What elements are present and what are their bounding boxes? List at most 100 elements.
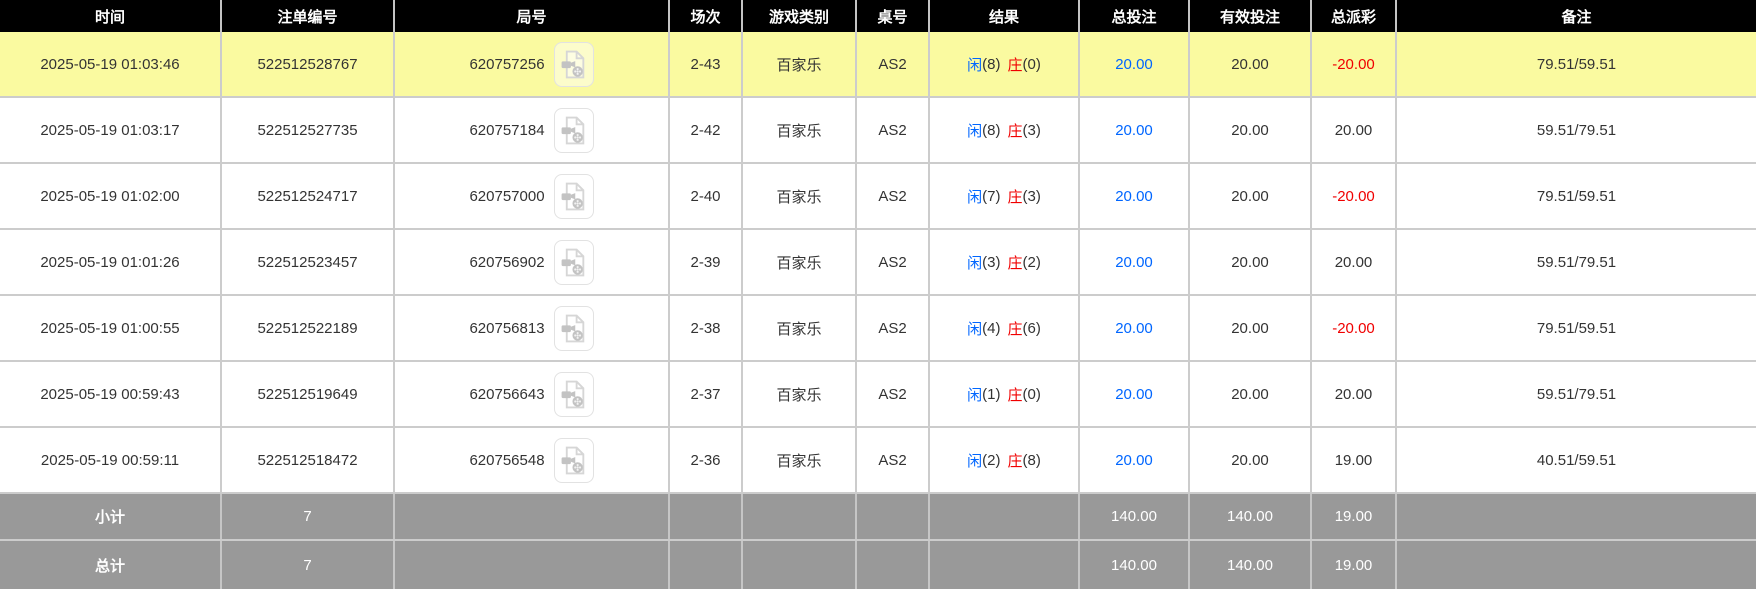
footer-count-cell: 7 [222,541,395,589]
video-replay-button[interactable] [553,107,594,153]
footer-valid-bet-cell: 140.00 [1190,494,1312,539]
table-row[interactable]: 2025-05-19 01:00:55 522512522189 620756813… [0,296,1756,362]
video-replay-button[interactable] [553,437,594,483]
result-banker-label: 庄 [1007,254,1023,272]
remark-cell: 40.51/59.51 [1536,451,1617,469]
footer-empty-cell [1397,494,1756,539]
column-header-remark: 备注 [1561,8,1592,26]
result-player-label: 闲 [967,56,983,74]
result-player-points: (1) [982,385,1001,403]
round-number: 620757256 [469,55,545,73]
column-header-session: 场次 [670,0,743,32]
result-banker-points: (6) [1022,319,1041,337]
footer-empty-cell [395,541,670,589]
remark-cell: 79.51/59.51 [1536,319,1617,337]
session-cell: 2-37 [670,362,743,426]
game-type-cell: 百家乐 [743,98,857,162]
column-header-valid_bet: 有效投注 [1190,0,1312,32]
result-player-label: 闲 [967,320,983,338]
total-bet-cell: 20.00 [1080,428,1190,492]
column-header-total_bet: 总投注 [1080,0,1190,32]
result-cell: 闲 (8) 庄 (3) [930,98,1080,162]
round-cell: 620756902 [395,230,670,294]
table-row[interactable]: 2025-05-19 01:03:17 522512527735 620757184… [0,98,1756,164]
video-replay-button[interactable] [553,41,594,87]
table-no-cell: AS2 [857,32,930,96]
result-banker-label: 庄 [1007,452,1023,470]
bet-id-cell: 522512528767 [222,32,395,96]
payout-cell: 20.00 [1312,98,1397,162]
table-no-cell: AS2 [857,428,930,492]
time-cell: 2025-05-19 00:59:11 [0,428,222,492]
total-bet-cell: 20.00 [1080,296,1190,360]
result-banker-points: (0) [1022,385,1041,403]
footer-empty-cell [857,541,930,589]
video-file-icon [560,380,587,409]
result-cell: 闲 (3) 庄 (2) [930,230,1080,294]
total-bet-cell: 20.00 [1080,362,1190,426]
round-number: 620756548 [469,451,545,469]
remark-cell: 79.51/59.51 [1536,187,1617,205]
remark-cell: 79.51/59.51 [1536,55,1617,73]
total-bet-cell: 20.00 [1080,98,1190,162]
result-banker-label: 庄 [1007,122,1023,140]
game-type-cell: 百家乐 [743,428,857,492]
table-row[interactable]: 2025-05-19 00:59:43 522512519649 620756643… [0,362,1756,428]
table-row[interactable]: 2025-05-19 01:02:00 522512524717 620757000… [0,164,1756,230]
result-player-points: (3) [982,253,1001,271]
result-player-label: 闲 [967,386,983,404]
table-row[interactable]: 2025-05-19 01:01:26 522512523457 620756902… [0,230,1756,296]
remark-cell: 59.51/79.51 [1536,385,1617,403]
bet-id-cell: 522512519649 [222,362,395,426]
video-file-icon [560,446,587,475]
time-cell: 2025-05-19 01:02:00 [0,164,222,228]
result-banker-label: 庄 [1007,56,1023,74]
footer-empty-cell [670,494,743,539]
video-replay-button[interactable] [553,305,594,351]
game-type-cell: 百家乐 [743,32,857,96]
valid-bet-cell: 20.00 [1190,98,1312,162]
column-header-round: 局号 [395,0,670,32]
video-replay-button[interactable] [553,371,594,417]
video-file-icon [560,182,587,211]
time-cell: 2025-05-19 00:59:43 [0,362,222,426]
column-header-table_no: 桌号 [857,0,930,32]
table-no-cell: AS2 [857,98,930,162]
valid-bet-cell: 20.00 [1190,428,1312,492]
footer-valid-bet-cell: 140.00 [1190,541,1312,589]
round-number: 620756643 [469,385,545,403]
session-cell: 2-39 [670,230,743,294]
video-replay-button[interactable] [553,173,594,219]
video-file-icon [560,116,587,145]
time-cell: 2025-05-19 01:03:46 [0,32,222,96]
result-cell: 闲 (2) 庄 (8) [930,428,1080,492]
remark-cell: 59.51/79.51 [1536,121,1617,139]
footer-label-cell: 总计 [0,541,222,589]
table-row[interactable]: 2025-05-19 00:59:11 522512518472 620756548… [0,428,1756,494]
round-cell: 620757184 [395,98,670,162]
footer-empty-cell [743,494,857,539]
result-cell: 闲 (8) 庄 (0) [930,32,1080,96]
result-cell: 闲 (4) 庄 (6) [930,296,1080,360]
game-type-cell: 百家乐 [743,296,857,360]
footer-empty-cell [930,494,1080,539]
footer-empty-cell [930,541,1080,589]
video-file-icon [560,314,587,343]
result-banker-points: (0) [1022,55,1041,73]
time-cell: 2025-05-19 01:00:55 [0,296,222,360]
table-row[interactable]: 2025-05-19 01:03:46 522512528767 620757256… [0,32,1756,98]
valid-bet-cell: 20.00 [1190,230,1312,294]
result-cell: 闲 (7) 庄 (3) [930,164,1080,228]
table-no-cell: AS2 [857,296,930,360]
video-file-icon [560,50,587,79]
subtotal-row: 小计 7 140.00 140.00 19.00 [0,494,1756,541]
round-number: 620757000 [469,187,545,205]
column-header-payout: 总派彩 [1312,0,1397,32]
video-replay-button[interactable] [553,239,594,285]
game-type-cell: 百家乐 [743,230,857,294]
valid-bet-cell: 20.00 [1190,32,1312,96]
result-cell: 闲 (1) 庄 (0) [930,362,1080,426]
round-cell: 620757000 [395,164,670,228]
result-player-label: 闲 [967,122,983,140]
